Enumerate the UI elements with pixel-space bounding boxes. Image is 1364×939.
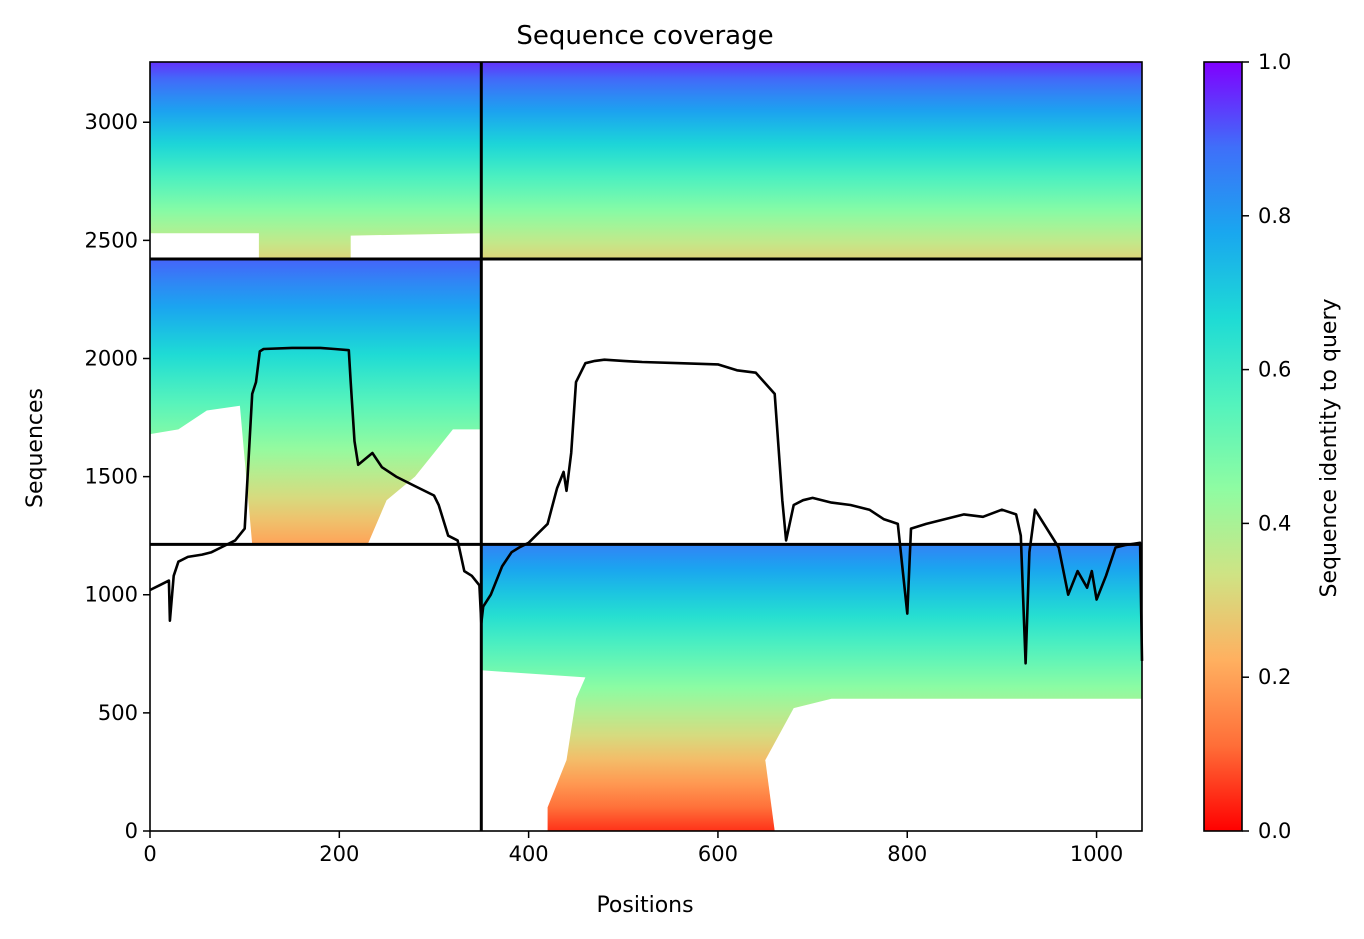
x-axis-title: Positions [596, 893, 693, 918]
y-tick-label: 2000 [85, 346, 138, 370]
uncovered-region [150, 233, 259, 259]
x-tick-label: 400 [509, 842, 549, 866]
colorbar-tick-label: 0.4 [1258, 511, 1291, 535]
x-tick-label: 0 [143, 842, 156, 866]
x-tick-label: 1000 [1070, 842, 1123, 866]
y-tick-label: 1000 [85, 583, 138, 607]
colorbar-title: Sequence identity to query [1317, 298, 1342, 597]
y-tick-label: 0 [125, 819, 138, 843]
colorbar-tick-label: 0.0 [1258, 819, 1291, 843]
colorbar-tick-label: 0.6 [1258, 358, 1291, 382]
uncovered-region [367, 429, 482, 545]
y-axis-title: Sequences [23, 388, 48, 508]
msa-block [481, 62, 1142, 260]
y-tick-label: 1500 [85, 465, 138, 489]
y-tick-label: 2500 [85, 228, 138, 252]
x-tick-label: 600 [698, 842, 738, 866]
uncovered-region [481, 670, 586, 831]
colorbar-tick-label: 0.8 [1258, 204, 1291, 228]
axes: 0 200 400 600 800 1000 0 500 1000 1500 2000 2500 300… [85, 61, 1143, 866]
colorbar-gradient [1203, 61, 1243, 832]
x-tick-label: 200 [319, 842, 359, 866]
uncovered-region [350, 233, 482, 259]
uncovered-region [150, 405, 253, 545]
x-tick-label: 800 [887, 842, 927, 866]
plot-frame [149, 61, 1143, 832]
y-tick-label: 3000 [85, 110, 138, 134]
colorbar: 0.0 0.2 0.4 0.6 0.8 1.0 [1203, 50, 1291, 843]
colorbar-tick-label: 1.0 [1258, 50, 1291, 74]
uncovered-region [765, 698, 1142, 831]
colorbar-tick-label: 0.2 [1258, 665, 1291, 689]
chart-title: Sequence coverage [516, 21, 773, 51]
coverage-line [149, 346, 1144, 665]
msa-block [150, 62, 482, 260]
coverage-line-layer [149, 346, 1144, 665]
plot-area [150, 62, 1142, 831]
y-tick-label: 500 [98, 701, 138, 725]
